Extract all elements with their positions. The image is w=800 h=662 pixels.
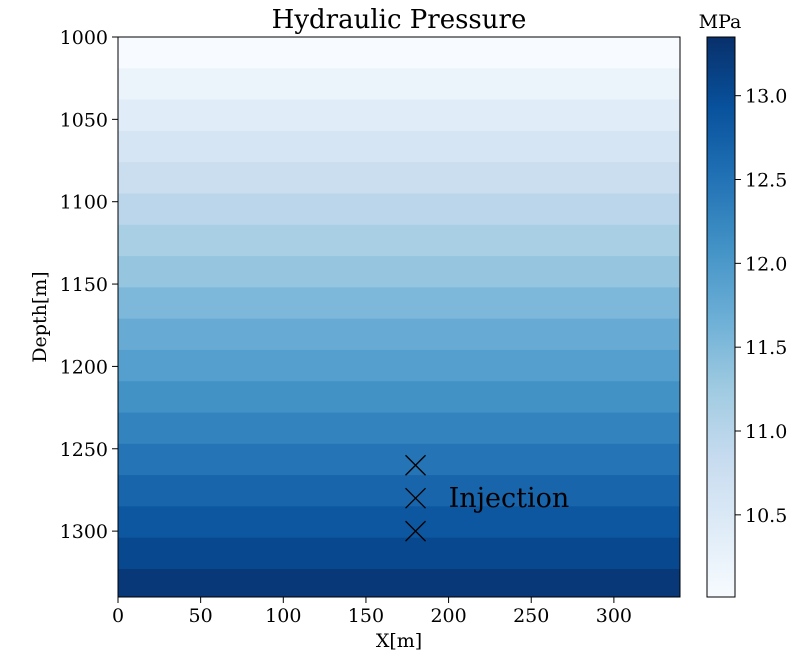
x-tick-label: 300: [596, 605, 632, 627]
y-tick-label: 1050: [60, 109, 108, 131]
colorbar-tick-label: 11.5: [745, 337, 787, 359]
colorbar-tick-label: 13.0: [745, 86, 787, 108]
injection-marker: [405, 454, 426, 476]
heatmap-layer: [118, 37, 680, 598]
heatmap-band: [118, 349, 680, 382]
colorbar-tick-label: 10.5: [745, 505, 787, 527]
x-tick-label: 0: [112, 605, 124, 627]
heatmap-band: [118, 130, 680, 163]
colorbar-tick-label: 11.0: [745, 421, 787, 443]
y-tick-label: 1150: [60, 274, 108, 296]
x-axis: 0 50 100 150 200 250 300: [112, 597, 632, 627]
heatmap-band: [118, 193, 680, 226]
heatmap-band: [118, 256, 680, 288]
heatmap-band: [118, 381, 680, 413]
heatmap-band: [118, 224, 680, 257]
heatmap-band: [118, 537, 680, 570]
x-tick-label: 100: [265, 605, 301, 627]
heatmap-band: [118, 318, 680, 351]
colorbar-unit-label: MPa: [699, 11, 742, 33]
heatmap-band: [118, 287, 680, 320]
plot-frame: [117, 36, 681, 598]
heatmap-band: [118, 412, 680, 445]
y-tick-label: 1300: [60, 521, 108, 543]
x-tick-label: 150: [348, 605, 384, 627]
heatmap-band: [118, 37, 680, 69]
marker-layer: [405, 454, 426, 542]
injection-marker: [405, 487, 426, 509]
heatmap-band: [118, 569, 680, 598]
heatmap-band: [118, 443, 680, 476]
colorbar-tick-label: 12.5: [745, 170, 787, 192]
chart-title: Hydraulic Pressure: [272, 5, 527, 35]
heatmap-band: [118, 162, 680, 194]
colorbar-tick-label: 12.0: [745, 253, 787, 275]
heatmap-band: [118, 68, 680, 100]
injection-annotation: Injection: [449, 483, 570, 514]
x-tick-label: 50: [189, 605, 213, 627]
colorbar-ticks: 10.5 11.0 11.5 12.0 12.5 13.0: [735, 86, 787, 527]
y-tick-label: 1000: [60, 27, 108, 49]
heatmap-band: [118, 99, 680, 132]
y-tick-label: 1200: [60, 356, 108, 378]
y-tick-label: 1100: [60, 192, 108, 214]
y-axis: 1000 1050 1100 1150 1200 1250 1300: [60, 27, 118, 543]
heatmap-band: [118, 506, 680, 539]
x-tick-label: 250: [513, 605, 549, 627]
colorbar: [706, 36, 736, 598]
y-axis-label: Depth[m]: [29, 271, 51, 362]
heatmap-band: [118, 475, 680, 507]
y-tick-label: 1250: [60, 439, 108, 461]
injection-marker: [405, 520, 426, 542]
x-tick-label: 200: [430, 605, 466, 627]
x-axis-label: X[m]: [376, 630, 422, 652]
